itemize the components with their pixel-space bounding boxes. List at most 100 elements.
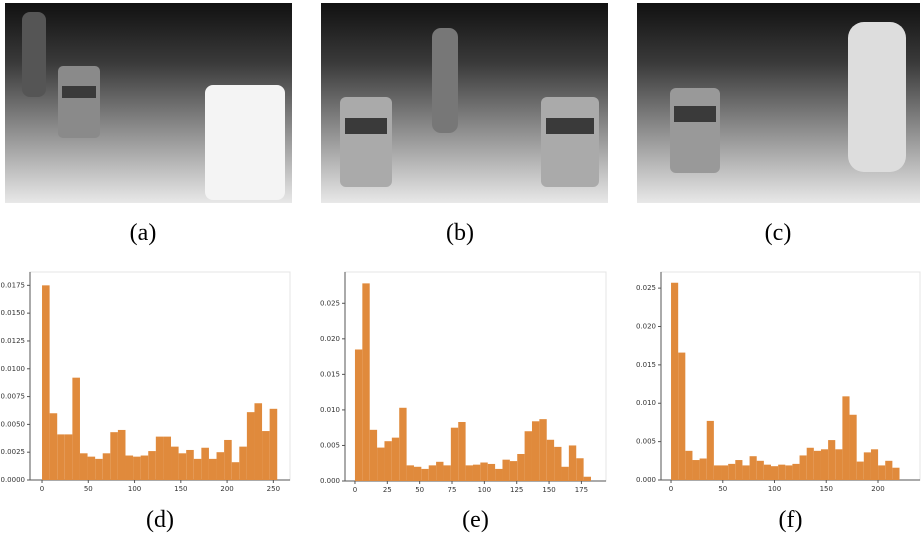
bar xyxy=(163,436,172,480)
bar xyxy=(770,466,779,480)
bar xyxy=(110,432,118,480)
bar xyxy=(391,437,400,481)
bar xyxy=(102,453,111,480)
bar xyxy=(885,460,893,480)
bar xyxy=(254,403,263,480)
bar xyxy=(262,431,270,480)
bar xyxy=(792,463,800,480)
y-tick-label: 0.005 xyxy=(636,438,656,446)
x-tick-label: 100 xyxy=(768,485,781,493)
bar xyxy=(531,421,540,481)
bar xyxy=(835,449,843,480)
x-tick-label: 250 xyxy=(267,485,280,493)
bar xyxy=(728,463,736,480)
bar xyxy=(450,427,459,481)
bar xyxy=(806,447,814,480)
bar xyxy=(713,465,722,480)
bar xyxy=(72,377,80,480)
y-tick-label: 0.005 xyxy=(320,441,340,449)
bar xyxy=(369,429,378,481)
bar xyxy=(125,455,134,480)
y-tick-label: 0.0175 xyxy=(1,281,26,289)
bar xyxy=(692,460,700,480)
caption: (d) xyxy=(146,507,174,533)
y-tick-label: 0.015 xyxy=(636,361,656,369)
bar xyxy=(472,464,481,481)
bar xyxy=(224,439,232,480)
bar xyxy=(495,468,503,481)
bar xyxy=(539,419,547,481)
bar xyxy=(246,412,255,480)
x-tick-label: 150 xyxy=(820,485,833,493)
y-tick-label: 0.0125 xyxy=(1,337,26,345)
x-tick-label: 0 xyxy=(669,485,673,493)
bar xyxy=(95,458,103,480)
bar xyxy=(742,465,750,480)
bar xyxy=(362,283,370,481)
bar xyxy=(208,458,217,480)
depth-image xyxy=(637,3,920,203)
bar xyxy=(554,446,562,481)
bar xyxy=(231,462,240,480)
x-tick-label: 200 xyxy=(220,485,233,493)
bar xyxy=(842,396,850,480)
depth-image xyxy=(321,3,608,203)
bar xyxy=(79,453,88,480)
bar xyxy=(517,453,525,481)
bar xyxy=(465,465,473,481)
bar xyxy=(384,441,392,481)
x-tick-label: 0 xyxy=(353,486,357,494)
y-tick-label: 0.0100 xyxy=(1,365,26,373)
bar xyxy=(561,466,569,481)
bar xyxy=(487,463,496,481)
y-tick-label: 0.025 xyxy=(636,284,656,292)
bar xyxy=(856,461,864,480)
bar xyxy=(685,450,693,480)
bar xyxy=(239,446,247,480)
bar xyxy=(87,456,96,480)
bar xyxy=(49,413,58,480)
bar xyxy=(799,455,807,480)
y-tick-label: 0.000 xyxy=(636,476,656,484)
x-tick-label: 100 xyxy=(128,485,141,493)
x-tick-label: 175 xyxy=(575,486,588,494)
x-tick-label: 50 xyxy=(415,486,424,494)
y-tick-label: 0.0025 xyxy=(1,448,26,456)
bar xyxy=(201,447,209,480)
bar xyxy=(502,459,510,481)
bar xyxy=(756,460,764,480)
y-tick-label: 0.0050 xyxy=(1,420,26,428)
plot-frame xyxy=(660,271,921,481)
caption: (c) xyxy=(765,220,792,246)
bar xyxy=(878,465,886,480)
bar xyxy=(576,458,584,481)
x-tick-label: 200 xyxy=(871,485,884,493)
y-tick-label: 0.010 xyxy=(636,399,656,407)
x-tick-label: 50 xyxy=(718,485,727,493)
caption: (a) xyxy=(130,220,157,246)
y-tick-label: 0.020 xyxy=(320,335,340,343)
x-tick-label: 75 xyxy=(448,486,457,494)
bar xyxy=(216,452,225,480)
x-tick-label: 25 xyxy=(383,486,392,494)
bar xyxy=(870,449,879,480)
bar xyxy=(117,429,126,480)
bar xyxy=(148,451,156,480)
bar xyxy=(524,431,532,481)
bar xyxy=(828,440,836,480)
x-tick-label: 125 xyxy=(510,486,523,494)
bar xyxy=(421,468,429,481)
bar xyxy=(863,452,871,480)
bar xyxy=(354,349,363,481)
bar xyxy=(671,282,679,480)
y-tick-label: 0.0075 xyxy=(1,393,26,401)
x-tick-label: 100 xyxy=(478,486,491,494)
bar xyxy=(186,449,194,480)
bar xyxy=(820,449,829,480)
y-tick-label: 0.000 xyxy=(320,477,340,485)
bar xyxy=(480,462,488,481)
bar xyxy=(568,445,577,481)
bar xyxy=(57,434,65,480)
y-tick-label: 0.015 xyxy=(320,370,340,378)
